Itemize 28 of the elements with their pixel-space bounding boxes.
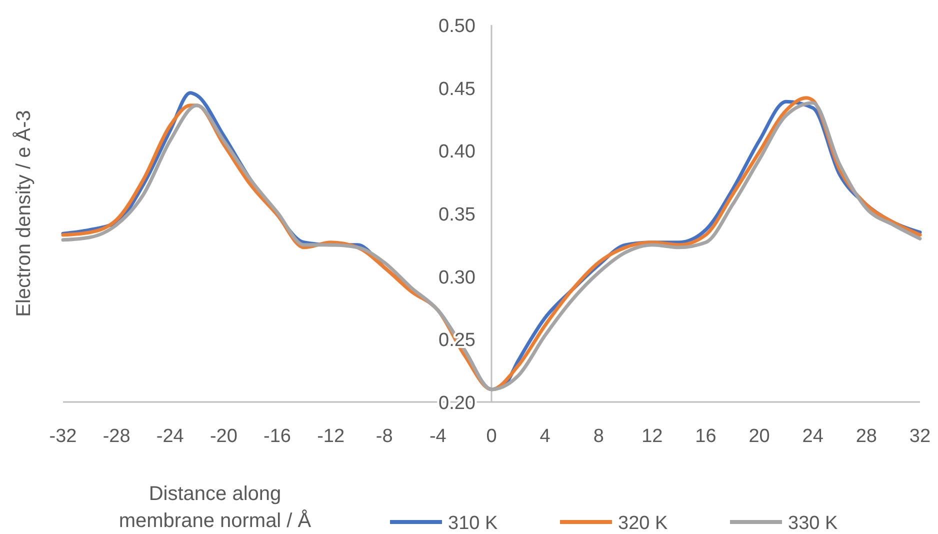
x-tick-label: 12 <box>642 426 663 447</box>
x-tick-label: -32 <box>49 426 77 447</box>
legend-label: 330 K <box>788 513 838 534</box>
legend-label: 320 K <box>618 513 668 534</box>
y-tick-label: 0.35 <box>438 204 476 226</box>
x-tick-label: 24 <box>802 426 824 447</box>
x-tick-label: 20 <box>748 426 770 447</box>
y-axis-title: Electron density / e Å-3 <box>12 110 35 317</box>
x-tick-label: -28 <box>102 426 130 447</box>
x-tick-label: 28 <box>856 426 878 447</box>
x-tick-label: 4 <box>540 426 551 447</box>
x-axis-title: Distance along membrane normal / Å <box>118 483 312 532</box>
x-tick-label: -12 <box>317 426 345 447</box>
x-tick-label: 8 <box>593 426 604 447</box>
legend-label: 310 K <box>448 513 498 534</box>
y-tick-label: 0.50 <box>438 16 476 37</box>
x-tick-label: 0 <box>486 426 497 447</box>
x-tick-label: -8 <box>376 426 393 447</box>
x-tick-label: -4 <box>429 426 447 447</box>
x-tick-label: -20 <box>210 426 238 447</box>
y-tick-label: 0.30 <box>438 267 476 288</box>
x-tick-label: -24 <box>156 426 184 447</box>
y-tick-label: 0.40 <box>438 142 476 163</box>
x-tick-label: 32 <box>909 426 931 447</box>
x-tick-label: 16 <box>695 426 716 447</box>
x-tick-label: -16 <box>264 426 291 447</box>
y-tick-label: 0.45 <box>438 78 476 100</box>
y-tick-label: 0.20 <box>438 393 476 414</box>
